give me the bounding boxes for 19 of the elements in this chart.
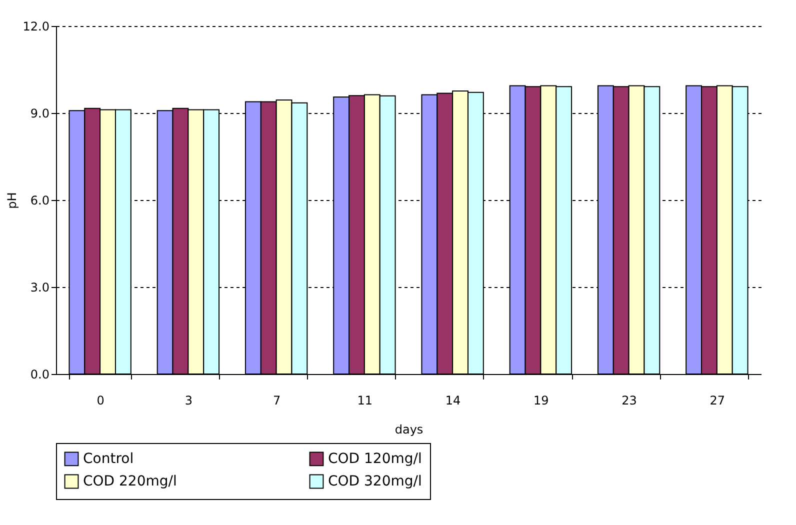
x-tick-label: 11 — [357, 394, 373, 408]
x-axis-title: days — [394, 422, 424, 436]
y-tick-label: 3.0 — [30, 280, 50, 294]
x-tick-label: 27 — [710, 394, 726, 408]
legend-label: COD 120mg/l — [328, 450, 422, 467]
x-tick-label: 14 — [445, 394, 461, 408]
x-tick-label: 23 — [622, 394, 637, 408]
y-axis-title: pH — [4, 192, 19, 209]
x-tick-label: 19 — [534, 394, 549, 408]
legend-label: Control — [83, 450, 134, 467]
y-tick-label: 9.0 — [30, 106, 50, 120]
legend-label: COD 220mg/l — [83, 474, 177, 490]
y-tick-label: 6.0 — [30, 194, 50, 208]
legend-label: COD 320mg/l — [328, 474, 422, 490]
y-tick-label: 0.0 — [30, 368, 50, 382]
x-tick-label: 7 — [272, 394, 281, 408]
x-tick-label: 0 — [96, 394, 104, 408]
x-tick-label: 3 — [184, 394, 193, 408]
y-tick-label: 12.0 — [22, 20, 50, 34]
